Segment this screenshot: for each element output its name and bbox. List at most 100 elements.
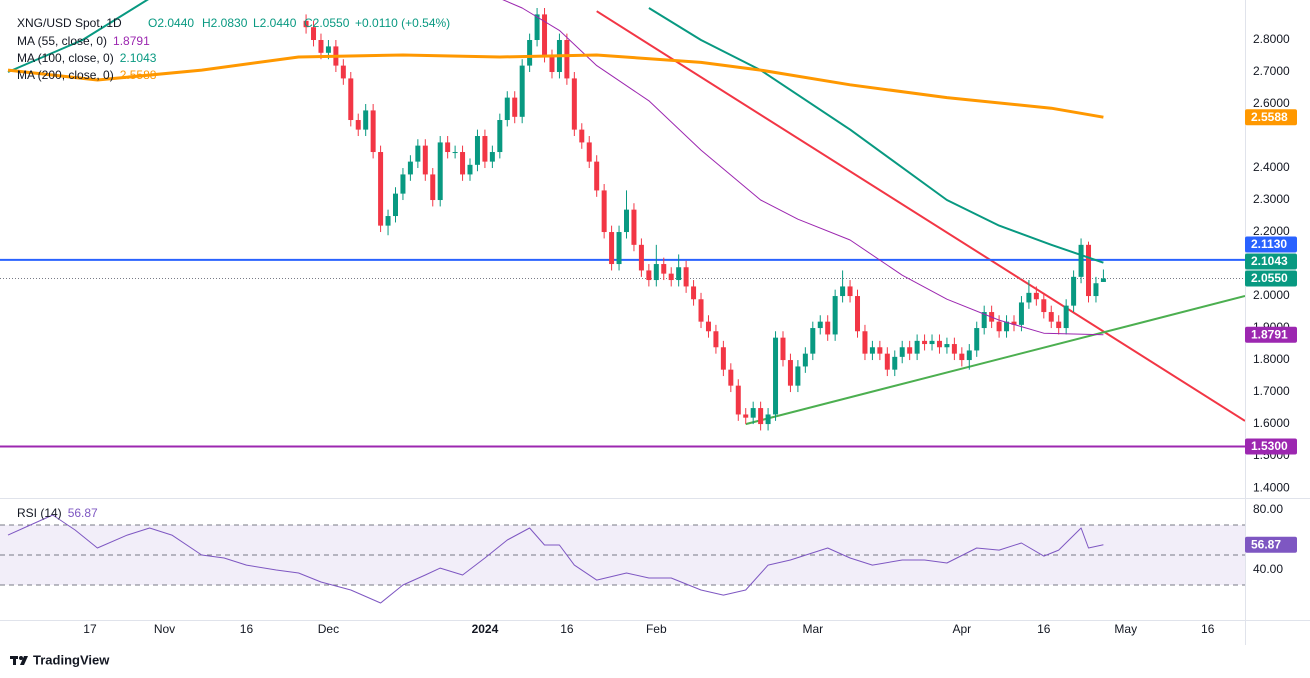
candle-body	[445, 142, 451, 153]
moving-average	[7, 53, 1104, 119]
candle-body	[825, 321, 831, 335]
ma-badge-bg	[1245, 253, 1297, 270]
legend: XNG/USD Spot, 1D O2.0440 H2.0830 L2.0440…	[17, 16, 450, 520]
y-tick-label: 1.7000	[1253, 384, 1290, 398]
candle-body	[601, 190, 607, 233]
candle-body	[497, 120, 503, 153]
candle-body	[683, 267, 689, 287]
rsi-title: RSI (14)	[17, 506, 62, 520]
ohlc-open: O2.0440	[148, 16, 194, 30]
candle-body	[303, 20, 309, 28]
candle-body	[907, 347, 913, 354]
candle-body	[542, 14, 548, 57]
candle-body	[840, 286, 846, 297]
y-tick-label: 2.3000	[1253, 192, 1290, 206]
candle-body	[929, 340, 935, 345]
candle-body	[1004, 321, 1010, 332]
level-badge-bg	[1245, 236, 1297, 253]
candle-body	[698, 299, 704, 322]
y-tick-label: 2.4000	[1253, 160, 1290, 174]
legend-name: MA (200, close, 0)	[17, 68, 114, 82]
candle-body	[430, 174, 436, 201]
candle-body	[1100, 278, 1106, 282]
candle-body	[318, 40, 324, 53]
logo-shape	[19, 656, 23, 660]
candle-body	[668, 273, 674, 281]
y-tick-label: 2.2000	[1253, 224, 1290, 238]
candle-body	[385, 216, 391, 226]
last-price-badge-bg	[1245, 270, 1297, 287]
candle-body	[951, 344, 957, 354]
candle-body	[340, 65, 346, 79]
candle-body	[378, 152, 384, 226]
candle-body	[534, 14, 540, 41]
logo: TradingView	[10, 652, 110, 667]
candle-body	[847, 286, 853, 297]
candle-body	[832, 296, 838, 335]
ohlc-low: L2.0440	[253, 16, 297, 30]
ma-badge-bg	[1245, 109, 1297, 126]
candle-body	[676, 267, 682, 281]
candle-body	[355, 120, 361, 130]
y-tick-label: 1.6000	[1253, 416, 1290, 430]
candle-body	[504, 97, 510, 121]
x-tick-label: Mar	[802, 622, 823, 636]
candle-body	[482, 136, 488, 162]
trend-line	[596, 10, 1245, 422]
candle-body	[519, 65, 525, 117]
x-tick-label: 16	[1037, 622, 1051, 636]
candle-body	[1056, 321, 1062, 329]
candle-body	[646, 270, 652, 281]
candle-body	[720, 347, 726, 370]
candle-body	[922, 340, 928, 345]
x-tick-label: Nov	[154, 622, 175, 636]
candle-body	[594, 161, 600, 191]
ohlc-change: +0.0110 (+0.54%)	[355, 16, 450, 30]
level-badge: 1.5300	[1251, 439, 1288, 453]
candle-body	[869, 347, 875, 354]
candle-body	[1033, 292, 1039, 300]
legend-value: 2.1043	[120, 51, 157, 65]
candle-body	[1011, 321, 1017, 325]
candle-body	[773, 337, 779, 415]
x-tick-label: 17	[83, 622, 97, 636]
ohlc-close: C2.0550	[304, 16, 350, 30]
y-tick-label: 1.4000	[1253, 480, 1290, 494]
rsi-tick-label: 40.00	[1253, 562, 1283, 576]
candle-body	[899, 347, 905, 357]
candle-body	[810, 328, 816, 354]
axes: 2.8000 2.7000 2.6000 2.4000 2.3000 2.2000 2.00…	[83, 32, 1297, 636]
x-tick-label: Apr	[952, 622, 971, 636]
candle-body	[460, 152, 466, 175]
candle-body	[959, 353, 965, 361]
level-badge-bg	[1245, 438, 1297, 455]
candle-body	[1086, 244, 1092, 297]
candle-body	[996, 321, 1002, 332]
candle-body	[616, 232, 622, 265]
candle-body	[311, 27, 317, 41]
legend-name: MA (100, close, 0)	[17, 51, 114, 65]
candle-body	[549, 56, 555, 73]
candle-body	[1026, 292, 1032, 303]
candle-body	[914, 340, 920, 354]
legend-value: 2.5588	[120, 68, 157, 82]
candle-body	[1041, 299, 1047, 313]
candle-body	[780, 337, 786, 361]
x-tick-label: May	[1114, 622, 1137, 636]
candle-body	[1078, 244, 1084, 277]
candle-body	[691, 286, 697, 300]
x-tick-label: 16	[560, 622, 574, 636]
candle-body	[713, 331, 719, 348]
candle-body	[884, 353, 890, 370]
candle-body	[795, 366, 801, 386]
candle-body	[415, 145, 421, 162]
rsi-line	[7, 514, 1104, 604]
trend-line	[745, 295, 1245, 426]
y-tick-label: 1.8000	[1253, 352, 1290, 366]
ma-badge-bg	[1245, 326, 1297, 343]
candle-body	[631, 209, 637, 245]
ohlc-high: H2.0830	[202, 16, 248, 30]
last-price-badge: 2.0550	[1251, 271, 1288, 285]
x-tick-label: 16	[240, 622, 254, 636]
